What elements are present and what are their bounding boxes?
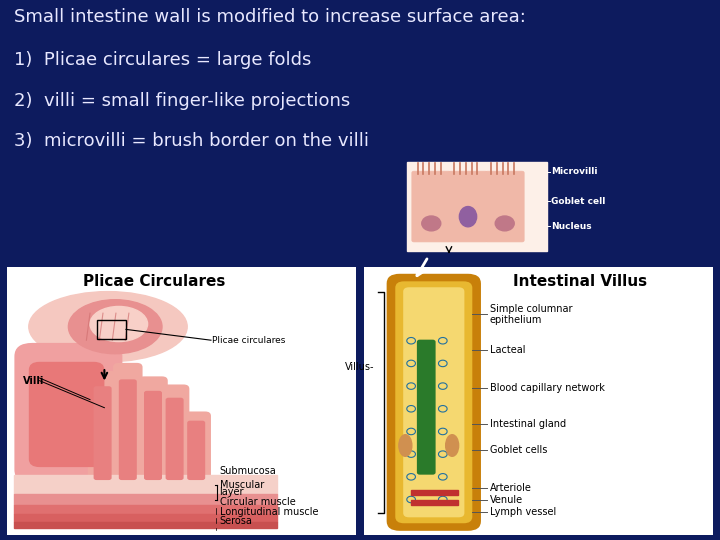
Bar <box>364 267 713 535</box>
Text: Intestinal Villus: Intestinal Villus <box>513 274 647 289</box>
Text: Goblet cell: Goblet cell <box>551 197 606 206</box>
FancyBboxPatch shape <box>144 391 162 480</box>
Bar <box>14 514 277 522</box>
Text: 1)  Plicae circulares = large folds: 1) Plicae circulares = large folds <box>14 51 312 69</box>
FancyBboxPatch shape <box>449 171 487 242</box>
FancyBboxPatch shape <box>160 384 189 485</box>
Bar <box>411 500 458 505</box>
Ellipse shape <box>446 435 459 456</box>
Bar <box>97 320 126 339</box>
FancyBboxPatch shape <box>412 171 451 242</box>
Ellipse shape <box>399 435 412 456</box>
Ellipse shape <box>459 206 477 227</box>
Text: Circular muscle: Circular muscle <box>220 496 295 507</box>
Text: Villi: Villi <box>23 376 45 386</box>
FancyBboxPatch shape <box>187 421 205 480</box>
Text: Nucleus: Nucleus <box>551 221 591 231</box>
FancyBboxPatch shape <box>395 281 472 523</box>
Ellipse shape <box>422 216 441 231</box>
FancyBboxPatch shape <box>88 371 117 485</box>
Ellipse shape <box>29 292 187 362</box>
FancyBboxPatch shape <box>417 340 436 475</box>
Bar <box>14 475 277 494</box>
FancyBboxPatch shape <box>138 376 168 485</box>
Text: Serosa: Serosa <box>220 516 253 526</box>
Text: Blood capillary network: Blood capillary network <box>490 383 605 393</box>
FancyBboxPatch shape <box>113 363 143 485</box>
Text: Small intestine wall is modified to increase surface area:: Small intestine wall is modified to incr… <box>14 8 526 26</box>
FancyBboxPatch shape <box>166 397 184 480</box>
Text: Lacteal: Lacteal <box>490 345 525 355</box>
Text: Arteriole: Arteriole <box>490 483 531 493</box>
FancyBboxPatch shape <box>29 362 104 467</box>
Text: 2)  villi = small finger-like projections: 2) villi = small finger-like projections <box>14 92 351 110</box>
Text: Submucosa: Submucosa <box>220 466 276 476</box>
Text: Simple columnar
epithelium: Simple columnar epithelium <box>490 303 572 325</box>
Text: Venule: Venule <box>490 495 523 505</box>
Text: Longitudinal muscle: Longitudinal muscle <box>220 507 318 517</box>
Text: Muscular: Muscular <box>220 480 264 490</box>
Bar <box>14 522 277 528</box>
Bar <box>7 267 356 535</box>
Ellipse shape <box>90 306 148 342</box>
Ellipse shape <box>68 300 162 354</box>
FancyBboxPatch shape <box>403 287 464 517</box>
FancyBboxPatch shape <box>181 411 211 485</box>
Bar <box>411 490 458 495</box>
FancyBboxPatch shape <box>14 343 122 483</box>
Text: Intestinal gland: Intestinal gland <box>490 418 566 429</box>
Text: Plicae circulares: Plicae circulares <box>212 336 286 345</box>
Text: 3)  microvilli = brush border on the villi: 3) microvilli = brush border on the vill… <box>14 132 369 150</box>
Text: Microvilli: Microvilli <box>551 167 598 176</box>
FancyBboxPatch shape <box>387 274 481 531</box>
Text: Villus-: Villus- <box>345 362 374 372</box>
Text: Plicae Circulares: Plicae Circulares <box>83 274 225 289</box>
Text: Goblet cells: Goblet cells <box>490 445 547 455</box>
FancyBboxPatch shape <box>94 386 112 480</box>
FancyBboxPatch shape <box>485 171 524 242</box>
Text: Lymph vessel: Lymph vessel <box>490 507 556 517</box>
Text: layer: layer <box>220 487 244 497</box>
Bar <box>14 494 277 505</box>
Bar <box>14 505 277 514</box>
FancyBboxPatch shape <box>119 379 137 480</box>
Bar <box>407 162 547 251</box>
Ellipse shape <box>495 216 514 231</box>
